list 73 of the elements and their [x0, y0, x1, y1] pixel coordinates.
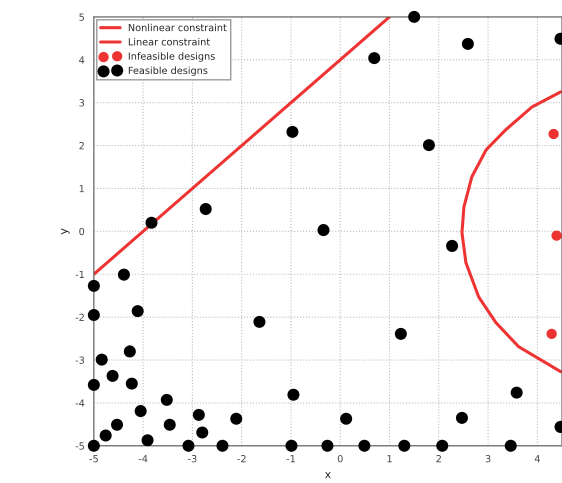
point: [548, 128, 559, 140]
point: [200, 203, 212, 216]
y-axis-title: y: [61, 228, 70, 234]
x-tick-label: 4: [534, 455, 540, 462]
y-tick-label: 4: [79, 56, 84, 64]
point: [456, 412, 468, 424]
legend-label: Infeasible designs: [128, 52, 215, 62]
x-tick-label: 3: [486, 455, 490, 462]
x-tick-label: 0: [338, 455, 343, 462]
point: [321, 440, 334, 452]
point: [510, 386, 523, 399]
line-series: [460, 90, 562, 374]
point: [408, 10, 420, 23]
point: [446, 240, 458, 252]
point: [286, 126, 298, 138]
point: [164, 418, 176, 431]
point: [160, 394, 173, 406]
point: [462, 38, 474, 50]
y-tick-label: 1: [80, 185, 84, 192]
y-tick-label: 0: [79, 228, 84, 236]
point: [100, 430, 112, 442]
y-tick-label: 5: [79, 14, 84, 21]
point: [546, 328, 557, 340]
y-tick-label: -1: [76, 270, 84, 278]
point: [551, 230, 562, 241]
x-tick-label: -3: [188, 455, 196, 462]
x-tick-label: -2: [237, 455, 246, 462]
point: [285, 440, 298, 452]
x-tick-label: 2: [436, 455, 441, 462]
point: [124, 345, 136, 358]
point: [230, 412, 242, 425]
point: [132, 305, 144, 318]
point: [358, 440, 370, 452]
x-axis-title: x: [324, 472, 331, 478]
legend-label: Linear constraint: [128, 38, 210, 46]
point: [287, 388, 300, 401]
y-tick-label: -5: [76, 442, 84, 450]
point: [142, 434, 154, 446]
point: [216, 440, 228, 452]
point: [145, 216, 158, 229]
x-tick-label: -5: [89, 455, 98, 462]
point: [106, 370, 119, 382]
y-tick-label: -3: [76, 356, 84, 364]
point: [192, 408, 205, 421]
point: [504, 440, 517, 452]
legend-label: Feasible designs: [128, 66, 208, 76]
point: [182, 440, 194, 452]
point: [96, 354, 108, 366]
point: [134, 405, 147, 418]
y-tick-label: -4: [76, 400, 84, 407]
point: [398, 440, 410, 452]
point: [88, 440, 100, 452]
point: [88, 308, 100, 322]
x-tick-label: -1: [286, 455, 295, 462]
point: [317, 224, 330, 236]
point: [394, 328, 407, 340]
y-tick-label: 2: [79, 142, 84, 150]
point: [88, 280, 100, 292]
point: [340, 412, 352, 425]
point: [88, 378, 100, 391]
point: [253, 316, 266, 328]
point: [196, 426, 208, 439]
point: [436, 440, 448, 452]
x-tick-label: 1: [388, 455, 392, 462]
y-tick-label: -2: [76, 314, 84, 321]
legend-label: Nonlinear constraint: [128, 24, 227, 32]
x-tick-label: -4: [138, 455, 148, 462]
point: [126, 378, 138, 390]
point: [368, 52, 380, 64]
y-tick-label: 3: [79, 99, 84, 107]
point: [118, 268, 130, 281]
point: [422, 139, 435, 152]
point: [111, 418, 124, 431]
